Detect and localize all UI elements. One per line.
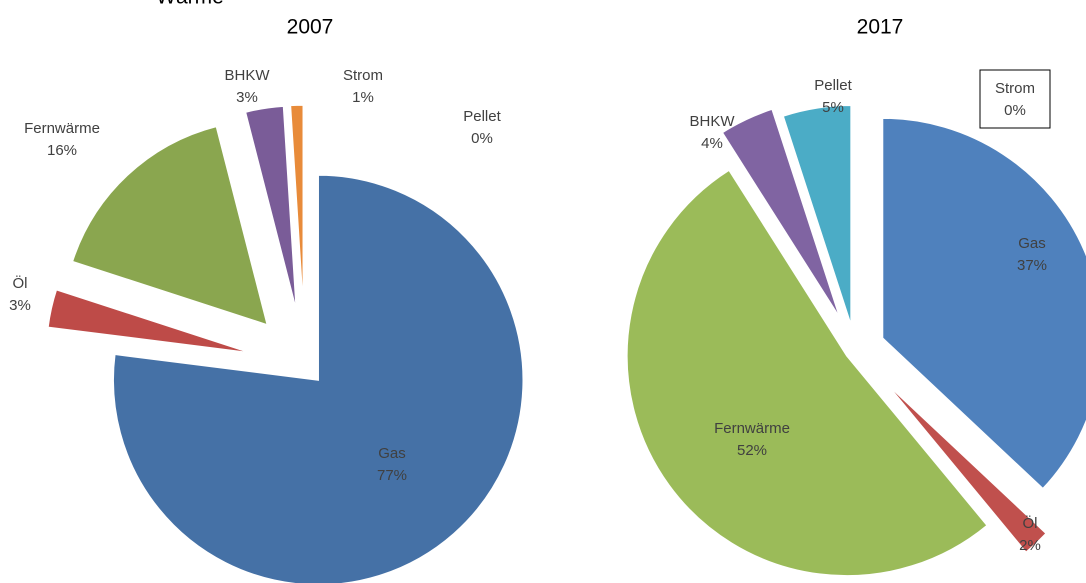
pie-slice <box>244 105 298 311</box>
pie-slice <box>721 108 841 319</box>
chart-title: 2007 <box>287 16 334 39</box>
pie-slice <box>885 382 1048 554</box>
label-box <box>979 69 1051 129</box>
pie-slice <box>626 169 989 577</box>
slice-value-label: 3% <box>236 89 258 106</box>
slice-value-label: 5% <box>822 99 844 116</box>
slice-value-label: 37% <box>1017 257 1047 274</box>
slice-value-label: 3% <box>9 297 31 314</box>
slice-label: Gas <box>1018 235 1046 252</box>
pie-slice <box>782 104 852 326</box>
slice-label: Fernwärme <box>24 120 100 137</box>
slice-value-label: 16% <box>47 142 77 159</box>
slice-label: Pellet <box>814 77 852 94</box>
slice-label: BHKW <box>690 113 736 130</box>
pie-slice <box>289 104 305 311</box>
slice-value-label: 0% <box>1004 102 1026 119</box>
slice-value-label: 0% <box>471 130 493 147</box>
slice-label: Öl <box>1023 514 1038 532</box>
page-title: Wärme <box>156 0 224 9</box>
chart-title: 2017 <box>857 16 904 39</box>
slice-value-label: 1% <box>352 89 374 106</box>
slice-value-label: 4% <box>701 135 723 152</box>
slice-value-label: 77% <box>377 467 407 484</box>
slice-value-label: 2% <box>1019 537 1041 554</box>
pie-slice <box>71 125 269 327</box>
slice-label: Öl <box>13 274 28 292</box>
slice-value-label: 52% <box>737 442 767 459</box>
pie-slice <box>881 117 1086 490</box>
pie-slice <box>112 174 524 583</box>
slice-label: Fernwärme <box>714 420 790 437</box>
slice-label: Gas <box>378 445 406 462</box>
slice-label: Strom <box>995 80 1035 97</box>
slice-label: Strom <box>343 67 383 84</box>
slice-label: Pellet <box>463 108 501 125</box>
slice-label: BHKW <box>225 67 271 84</box>
pie-slice <box>47 288 252 354</box>
